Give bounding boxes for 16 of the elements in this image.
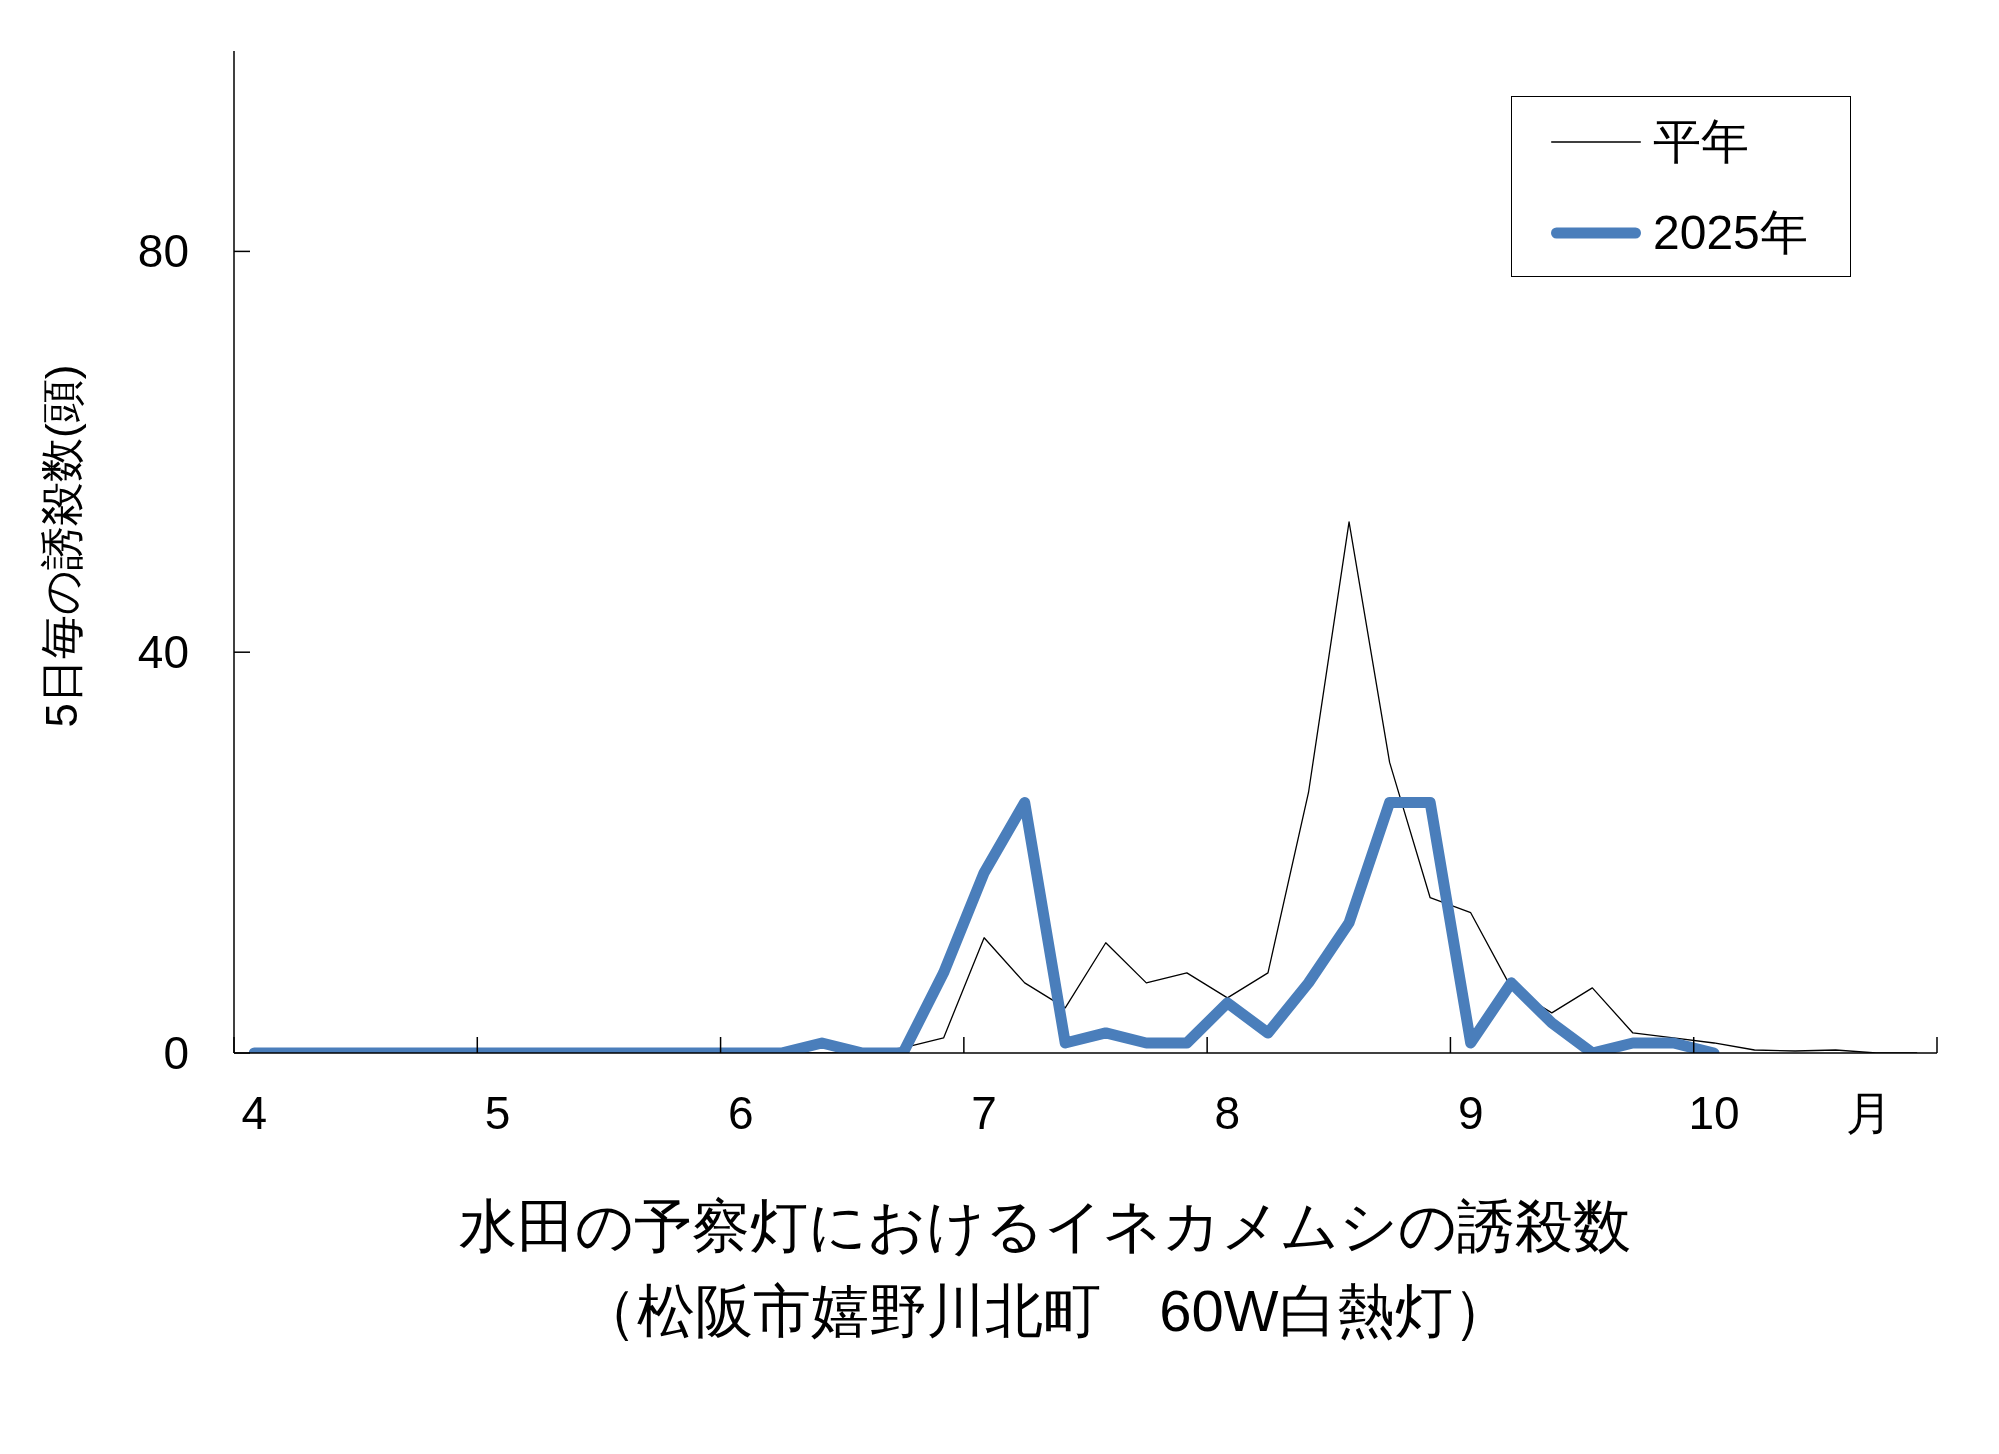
- text: （松阪市嬉野川北町 60W白熱灯）: [578, 1277, 1512, 1345]
- x-tick-label: 6: [728, 1087, 754, 1139]
- y-tick-label: 0: [163, 1027, 189, 1079]
- y-tick-label: 40: [137, 626, 189, 679]
- legend-label: 平年: [1653, 115, 1749, 168]
- x-tick-label: 10: [1688, 1087, 1740, 1139]
- y-axis-title: 5日毎の誘殺数(頭): [37, 363, 87, 730]
- text: 水田の予察灯におけるイネカメムシの誘殺数: [458, 1192, 1632, 1260]
- legend-label: 2025年: [1653, 206, 1808, 259]
- x-axis-title: 月: [1845, 1087, 1893, 1139]
- x-tick-label: 5: [484, 1087, 511, 1139]
- x-tick-label: 9: [1457, 1087, 1484, 1139]
- x-tick-label: 7: [971, 1087, 997, 1139]
- x-tick-label: 4: [241, 1087, 268, 1139]
- y-tick-label: 80: [137, 225, 189, 278]
- x-tick-label: 8: [1214, 1087, 1241, 1139]
